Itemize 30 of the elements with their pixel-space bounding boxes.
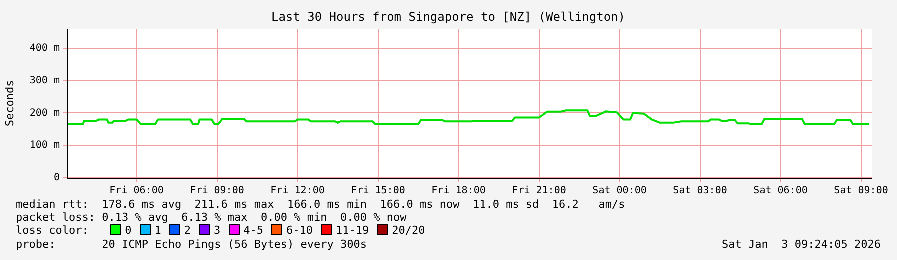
y-tick-label: 0 xyxy=(54,172,60,184)
text: 11-19 xyxy=(336,224,370,237)
text: packet loss: 0.13 % avg 6.13 % max 0.00 % min 0.00 % now xyxy=(16,211,407,224)
x-tick-label: Fri 21:00 xyxy=(512,186,566,197)
text: 0 xyxy=(125,224,132,237)
x-tick-label: Fri 18:00 xyxy=(432,186,486,197)
y-tick-label: 300 m xyxy=(30,75,60,86)
x-tick-label: Sat 09:00 xyxy=(834,186,888,197)
y-tick-label: 200 m xyxy=(30,108,60,119)
x-tick-label: Sat 00:00 xyxy=(592,186,647,197)
x-tick-label: Fri 12:00 xyxy=(270,186,325,197)
text: 2 xyxy=(184,224,191,237)
x-tick-label: Sat 06:00 xyxy=(754,186,808,197)
text: probe: 20 ICMP Echo Pings (56 Bytes) every 300s xyxy=(16,238,367,251)
text: 1 xyxy=(154,224,162,237)
x-tick-label: Fri 09:00 xyxy=(190,186,244,197)
y-axis-title: Seconds xyxy=(3,80,16,127)
chart-title: Last 30 Hours from Singapore to [NZ] (Wellington) xyxy=(270,10,626,24)
text: 6-10 xyxy=(286,224,313,237)
x-tick-label: Fri 15:00 xyxy=(351,186,406,197)
y-tick-label: 100 m xyxy=(30,140,60,152)
text: Sat Jan 3 09:24:05 2026 xyxy=(722,238,881,251)
text: 4-5 xyxy=(244,224,264,237)
text: median rtt: 178.6 ms avg 211.6 ms max 166.0 ms min 166.0 ms now 11.0 ms sd 16.2 am/s xyxy=(16,198,626,211)
x-tick-label: Sat 03:00 xyxy=(673,186,728,197)
x-tick-label: Fri 06:00 xyxy=(110,186,164,197)
text: loss color: xyxy=(16,224,89,237)
y-tick-label: 400 m xyxy=(30,43,60,54)
text: 3 xyxy=(214,224,221,237)
text: 20/20 xyxy=(392,224,426,237)
